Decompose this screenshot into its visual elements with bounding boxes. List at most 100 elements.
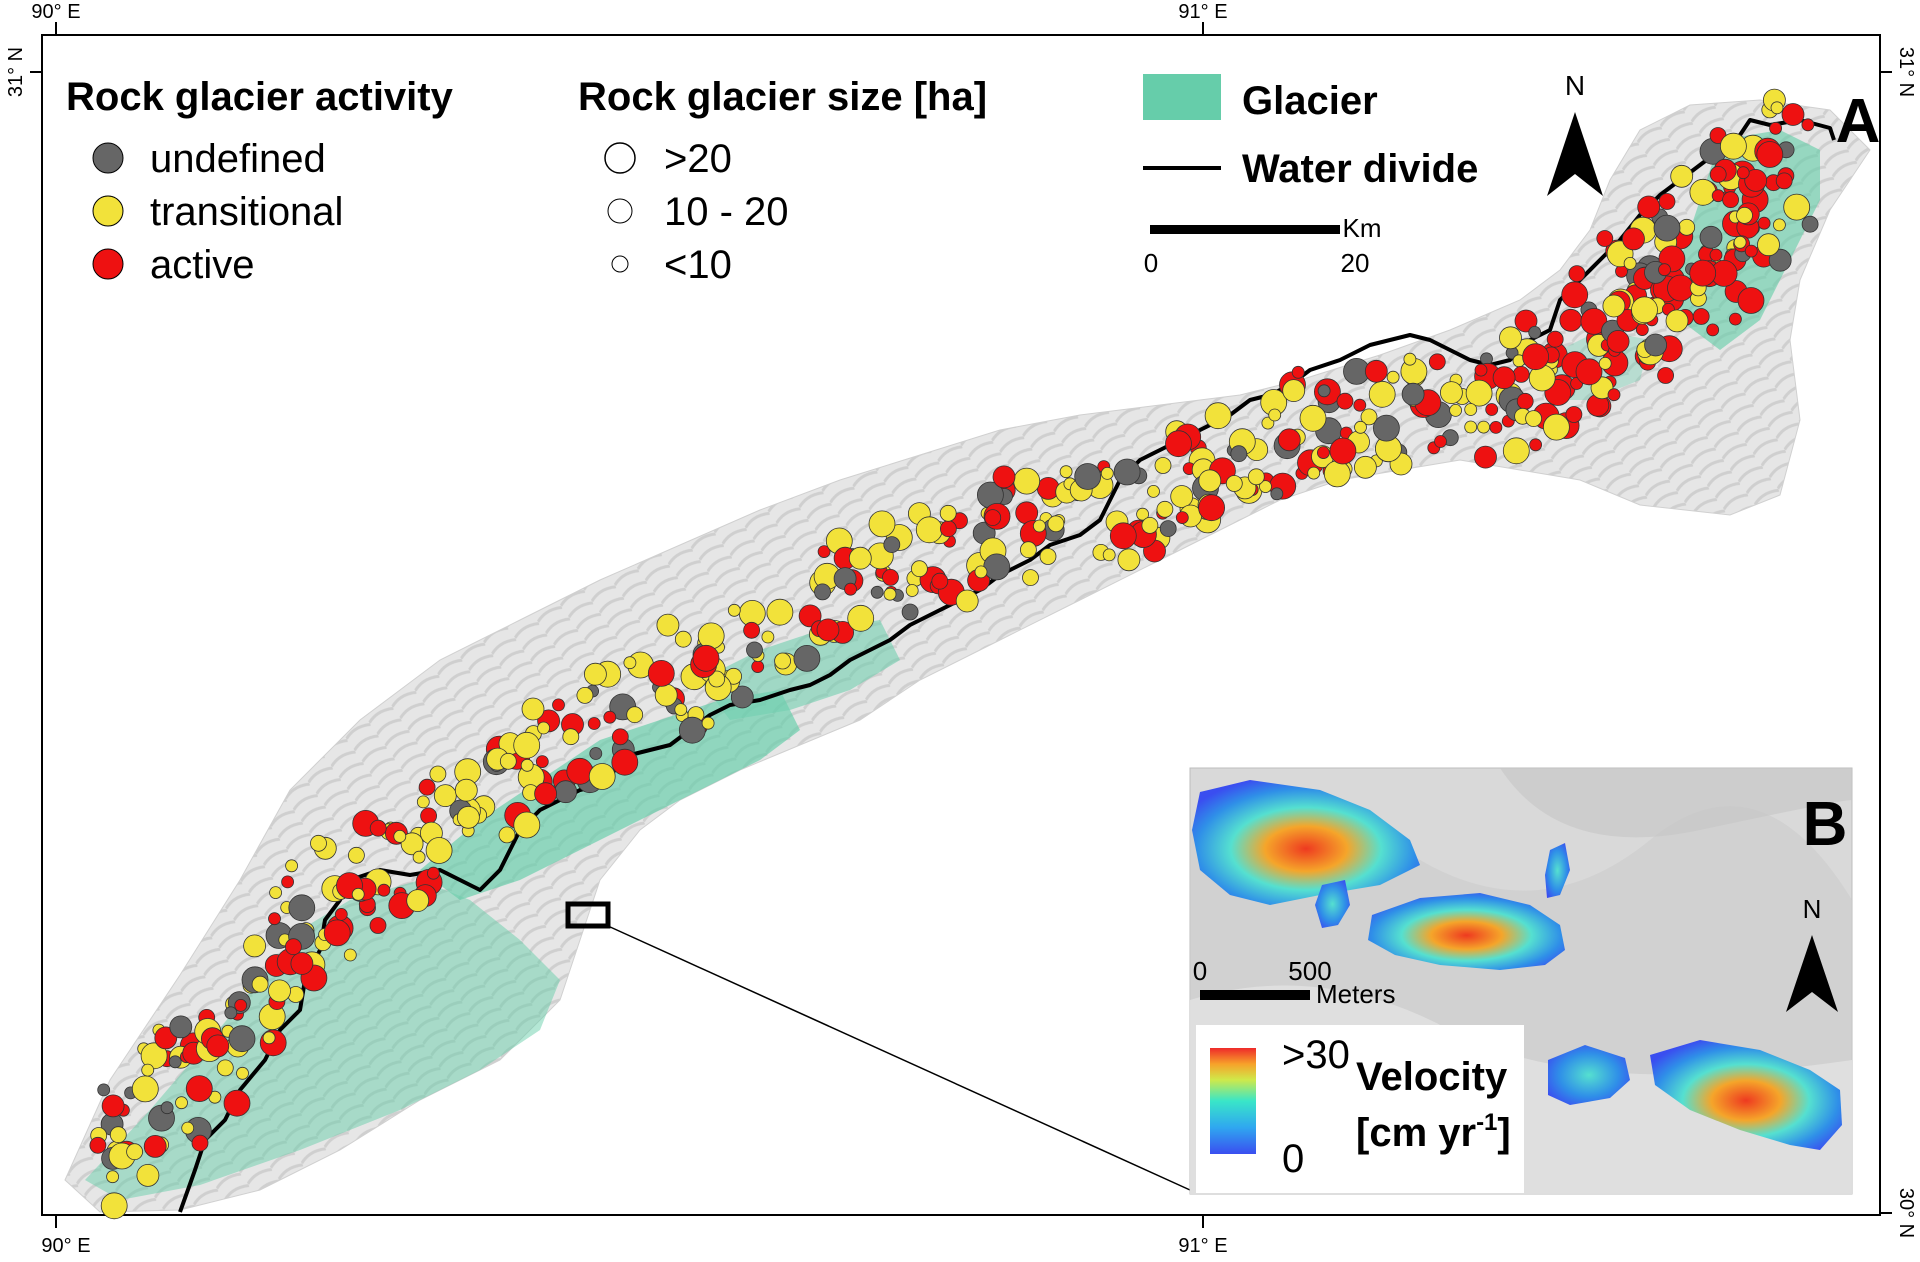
rock-glacier-point (1709, 165, 1727, 183)
rock-glacier-point (1565, 406, 1583, 423)
rock-glacier-point (1561, 281, 1589, 309)
rock-glacier-point (535, 755, 549, 768)
rock-glacier-point (334, 908, 348, 921)
rock-glacier-point (1637, 195, 1661, 219)
rock-glacier-point (175, 1096, 188, 1110)
rock-glacier-point (1474, 363, 1488, 377)
rock-glacier-point (513, 731, 541, 759)
rock-glacier-point (911, 560, 928, 578)
north-arrow-icon (1547, 112, 1603, 196)
rock-glacier-point (143, 1135, 167, 1158)
rock-glacier-point (1464, 420, 1478, 434)
rock-glacier-point (268, 912, 281, 926)
rock-glacier-point (534, 782, 557, 806)
legend-active-label: active (150, 243, 255, 287)
rock-glacier-point (181, 1121, 195, 1135)
rock-glacier-point (1736, 206, 1753, 224)
rock-glacier-point (1512, 365, 1530, 383)
rock-glacier-point (168, 1055, 182, 1069)
rock-glacier-point (554, 780, 578, 804)
rock-glacier-point (847, 604, 875, 632)
rock-glacier-point (1644, 333, 1667, 357)
rock-glacier-point (647, 660, 675, 687)
rock-glacier-point (1653, 214, 1681, 242)
rock-glacier-point (774, 652, 791, 670)
velocity-title-line1: Velocity (1356, 1055, 1508, 1099)
rock-glacier-point (817, 545, 831, 558)
rock-glacier-point (89, 1136, 107, 1154)
rock-glacier-point (1277, 428, 1301, 452)
rock-glacier-point (984, 509, 1002, 526)
rock-glacier-point (234, 999, 248, 1012)
rock-glacier-point (281, 875, 295, 889)
rock-glacier-point (1722, 191, 1739, 209)
legend-size-small-symbol (611, 255, 629, 273)
rock-glacier-point (131, 1075, 159, 1103)
velocity-colorbar-max: >30 (1282, 1033, 1350, 1077)
north-arrow-b-icon (1786, 935, 1838, 1012)
rock-glacier-point (521, 697, 545, 721)
velocity-colorbar (1210, 1048, 1256, 1154)
coord-top-mid: 91° E (1178, 1, 1227, 23)
rock-glacier-point (1602, 294, 1626, 318)
rock-glacier-point (1623, 256, 1637, 270)
rock-glacier-point (1529, 438, 1542, 452)
rock-glacier-point (106, 1170, 119, 1184)
rock-glacier-point (1522, 343, 1549, 371)
scale-bar-b: 0 500 Meters (1193, 956, 1396, 1009)
rock-glacier-point (343, 948, 357, 962)
rock-glacier-point (513, 811, 541, 839)
rock-glacier-point (1156, 500, 1174, 518)
rock-glacier-point (983, 553, 1011, 581)
rock-glacier-point (369, 819, 387, 837)
rock-glacier-point (955, 589, 979, 613)
rock-glacier-point (1596, 230, 1614, 247)
rock-glacier-point (883, 536, 901, 553)
rock-glacier-point (743, 621, 760, 639)
north-arrow-a-label: N (1565, 70, 1585, 101)
rock-glacier-point (1477, 420, 1490, 434)
rock-glacier-point (1768, 248, 1792, 272)
rock-glacier-point (323, 919, 351, 947)
rock-glacier-point (1670, 164, 1694, 188)
coord-left-top: 31° N (5, 47, 27, 97)
rock-glacier-point (406, 889, 430, 912)
rock-glacier-point (1198, 494, 1225, 522)
rock-glacier-point (730, 685, 754, 709)
rock-glacier-point (626, 706, 644, 724)
rock-glacier-point (1744, 244, 1758, 258)
rock-glacier-point (454, 778, 478, 802)
rock-glacier-point (1729, 312, 1742, 326)
rock-glacier-point (141, 1063, 155, 1077)
rock-glacier-point (940, 520, 957, 538)
rock-glacier-point (1499, 326, 1522, 350)
scale-bar-b-start: 0 (1193, 956, 1207, 986)
rock-glacier-point (692, 644, 720, 672)
rock-glacier-point (1020, 541, 1037, 559)
rock-glacier-point (1658, 193, 1676, 210)
rock-glacier-point (1307, 466, 1321, 480)
coord-bottom-mid: 91° E (1178, 1235, 1227, 1257)
rock-glacier-point (611, 728, 629, 746)
rock-glacier-point (1268, 408, 1282, 422)
rock-glacier-point (1622, 227, 1645, 251)
rock-glacier-point (793, 645, 821, 672)
rock-glacier-point (1543, 413, 1570, 441)
rock-glacier-point (1744, 168, 1768, 192)
rock-glacier-point (1403, 352, 1417, 366)
rock-glacier-point (416, 795, 430, 809)
velocity-legend: >30 0 Velocity [cm yr-1] (1196, 1025, 1524, 1193)
rock-glacier-point (1074, 463, 1102, 490)
rock-glacier-point (1801, 215, 1819, 233)
rock-glacier-point (761, 630, 775, 644)
velocity-title-line2: [cm yr-1] (1356, 1109, 1511, 1155)
rock-glacier-point (870, 585, 884, 599)
rock-glacier-point (1598, 356, 1612, 370)
rock-glacier-point (1198, 469, 1222, 493)
rock-glacier-point (236, 1066, 249, 1080)
rock-glacier-point (844, 582, 857, 596)
rock-glacier-point (1154, 457, 1172, 474)
rock-glacier-point (552, 698, 565, 712)
rock-glacier-point (1516, 392, 1534, 410)
velocity-blob-4 (1545, 843, 1570, 898)
